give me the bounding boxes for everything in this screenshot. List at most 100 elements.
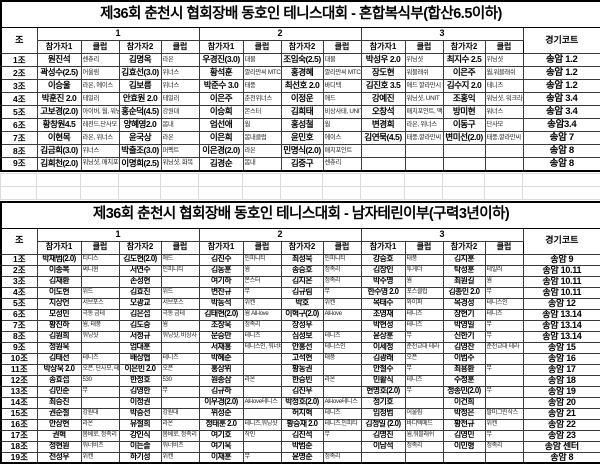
group-number-cell: 7조	[0, 131, 38, 145]
club-cell: 써니윈	[80, 264, 120, 277]
participant-name-cell: 방미현	[442, 105, 486, 119]
court-cell: 송암 1.2	[522, 79, 600, 93]
table-row: 19조 전성우 위캔 하기성 위캔 이재훈 무 윤명준 정족리 송암 8	[0, 451, 600, 464]
club-cell: 테니즈	[160, 352, 200, 365]
participant-name-cell: 김중구	[280, 157, 324, 172]
club-cell: 무	[404, 385, 444, 398]
club-cell: 극동 금테	[160, 308, 200, 321]
club-cell	[484, 374, 524, 387]
club-cell: 웜	[242, 264, 282, 277]
court-cell: 송암 17	[522, 363, 600, 376]
club-cell: 위너스	[160, 79, 200, 93]
club-cell: 테니즈,인피티	[322, 418, 362, 431]
table-title: 제36회 춘천시 협회장배 동호인 테니스대회 - 혼합복식부(합산6.5이하)	[0, 0, 600, 28]
club-cell: 극동 금테	[80, 308, 120, 321]
group-number-cell: 10조	[0, 352, 38, 365]
table-row: 14조 최승진 이정권 이우경(2.0) All-love테니스 박정호(2.0) All-…	[0, 396, 600, 409]
grid-cell	[80, 185, 119, 200]
club-cell: 워너비즈	[80, 440, 120, 453]
participant-name-cell: 박호	[280, 297, 324, 310]
participant-name-cell: 최승진	[36, 396, 82, 409]
group-1-header: 1	[36, 227, 200, 242]
participant-name-cell: 유철희	[118, 418, 162, 431]
group-number-cell: 6조	[0, 118, 38, 132]
court-cell: 송암 21	[522, 407, 600, 420]
participant-name-cell: 문승만	[198, 330, 244, 343]
participant-name-cell: 김진호 3.5	[360, 79, 406, 93]
club-cell	[160, 341, 200, 354]
club-cell: 위너스	[80, 144, 120, 158]
club-cell: 웜	[160, 319, 200, 332]
court-cell: 송암 7	[522, 131, 600, 145]
club-cell: 테니스인, 워너비	[242, 341, 282, 354]
participant-name-cell: 이우경(2.0)	[198, 396, 244, 409]
column-header: 클럽	[160, 40, 200, 54]
participant-name-cell: 박현성	[360, 319, 406, 332]
club-cell: 레전드,단사모	[80, 118, 120, 132]
table-row: 10조 김태선 테니즈 배상협 테니즈 박혜준 고석현 태풍 김광래 오픈 이범주 송암 16	[0, 352, 600, 365]
group-1-header: 1	[36, 27, 200, 41]
participant-name-cell: 엄대훈	[118, 341, 162, 354]
participant-name-cell: 안상현	[36, 418, 82, 431]
participant-name-cell: 곽성수(2.5)	[36, 66, 82, 80]
participant-name-cell: 강승호	[360, 253, 406, 266]
court-cell: 송암 9	[522, 253, 600, 266]
column-header: 참가자1	[360, 40, 406, 54]
table-row: 1조 원진석 센츄리 김명옥 라온 우경진(3.0) 대물 조임숙(2.5) 대물 박성우 2.0…	[0, 53, 600, 67]
grid-cell	[80, 172, 119, 187]
court-cell: 송암 8	[522, 157, 600, 172]
club-cell	[484, 157, 524, 172]
club-cell: All-love테니스	[322, 396, 362, 409]
grid-cell	[118, 172, 161, 187]
club-cell: 웜	[484, 275, 524, 288]
table-row: 2조 이종복 써니윈 서연수 인피니티 김동훈 웜 송승호 정족리 김창인 투게더 탁성훈 테일러 송암 …	[0, 264, 600, 277]
participant-name-cell: 박정은	[442, 407, 486, 420]
club-cell: 워너비즈	[160, 440, 200, 453]
participant-name-cell: 박훈진 2.0	[36, 92, 82, 106]
club-cell: 테니즈	[404, 374, 444, 387]
participant-name-cell: 모성민	[36, 308, 82, 321]
participant-name-cell: 이도현	[36, 286, 82, 299]
participant-name-cell: 황동권	[280, 363, 324, 376]
participant-name-cell: 이남석	[360, 440, 406, 453]
club-cell: 워닝샷, 비상사	[160, 330, 200, 343]
participant-name-cell: 김진석	[280, 429, 324, 442]
club-cell	[322, 440, 362, 453]
participant-name-cell: 최지수 2.5	[442, 53, 486, 67]
club-cell: 테일러	[80, 92, 120, 106]
participant-name-cell: 이정운	[280, 92, 324, 106]
court-cell: 송암3.4	[522, 118, 600, 132]
club-cell: 강원대	[160, 105, 200, 119]
club-cell: 정족리	[322, 451, 362, 464]
participant-name-cell: 손성현	[118, 275, 162, 288]
grid-cell	[242, 172, 281, 187]
club-cell	[160, 396, 200, 409]
column-header: 참가자1	[198, 40, 244, 54]
participant-name-cell: 이승희	[198, 105, 244, 119]
participant-name-cell: 여기호	[198, 429, 244, 442]
grid-cell	[322, 185, 361, 200]
table-row: 7조 이현목 라온, 위너스 윤국상 라온 이은희 봄내클럽 윤민호 에이스 김연묵(4.5) 태풍…	[0, 131, 600, 145]
club-cell: 위닝샷	[404, 53, 444, 67]
participant-name-cell: 윤국상	[118, 131, 162, 145]
participant-name-cell: 윤민호	[280, 131, 324, 145]
club-cell	[242, 385, 282, 398]
participant-name-cell: 김금희(3.0)	[36, 144, 82, 158]
column-header: 클럽	[80, 40, 120, 54]
club-cell: 위드	[80, 286, 120, 299]
grid-cell	[404, 172, 443, 187]
grid-cell	[118, 185, 161, 200]
club-cell	[484, 352, 524, 365]
court-cell: 송암 12	[522, 297, 600, 310]
club-cell: 웜,워블래쉬	[404, 429, 444, 442]
club-cell: 강원대	[80, 407, 120, 420]
participant-name-cell: 김동훈	[198, 264, 244, 277]
participant-name-cell: 박준수 3.0	[198, 79, 244, 93]
group-header-row: 조 1 2 3 경기코트	[0, 227, 600, 255]
participant-name-cell: 김영민	[442, 429, 486, 442]
table-row: 17조 권혁 몸베로, 정족리 강인식 몸베로, 정족리 여기호 작인 김진석 무 김명진 웜,워블…	[0, 429, 600, 442]
grid-cell	[404, 185, 443, 200]
participant-name-cell: 김수지 2.0	[442, 79, 486, 93]
column-header: 클럽	[404, 240, 444, 255]
participant-name-cell: 고보경(2.0)	[36, 105, 82, 119]
